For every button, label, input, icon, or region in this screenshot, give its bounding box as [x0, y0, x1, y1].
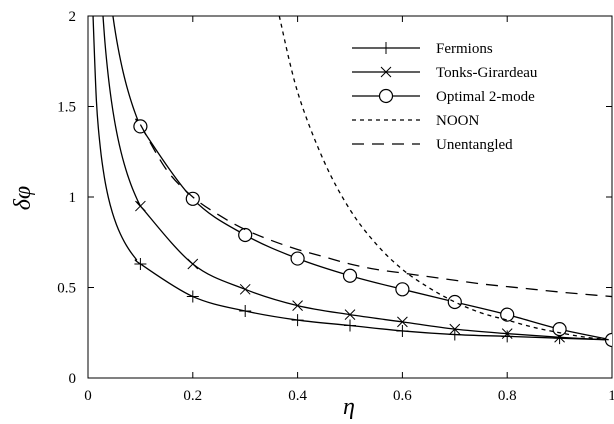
legend-marker [378, 88, 394, 104]
series-tonks-girardeau [102, 16, 612, 346]
data-point [239, 283, 251, 295]
legend-entry: NOON [352, 113, 479, 129]
data-point [395, 282, 410, 297]
legend-marker [380, 66, 392, 78]
x-axis-label: η [343, 394, 355, 420]
x-tick-label: 0 [84, 388, 92, 404]
legend: Fermions Tonks-Girardeau Optimal 2-mode NOO… [352, 41, 538, 153]
series-noon [278, 16, 612, 341]
data-point [185, 191, 200, 206]
data-point [239, 305, 252, 318]
series-line [102, 16, 612, 341]
series-unentangled [139, 124, 612, 298]
y-axis-label: δφ [10, 186, 36, 210]
data-point [447, 294, 462, 310]
legend-label: Optimal 2-mode [436, 89, 535, 105]
x-tick-label: 0.4 [288, 388, 307, 404]
series-optimal-2-mode [112, 16, 612, 348]
data-point [238, 227, 253, 243]
x-axis-ticks: 0 0.2 0.4 0.6 0.8 1 [84, 16, 614, 404]
data-point [501, 328, 513, 340]
data-point [187, 258, 199, 270]
data-point [501, 330, 514, 343]
data-point [344, 319, 356, 332]
data-point [134, 257, 147, 270]
series-layer [92, 16, 612, 348]
y-tick-label: 2 [69, 9, 77, 25]
data-point [397, 316, 408, 328]
legend-label: Unentangled [436, 137, 513, 153]
x-tick-label: 1 [608, 388, 614, 404]
data-point [290, 251, 305, 266]
data-point [500, 307, 515, 322]
x-tick-label: 0.2 [183, 388, 202, 404]
data-point [344, 309, 356, 321]
legend-entry: Tonks-Girardeau [352, 65, 538, 81]
data-point [448, 328, 461, 341]
legend-entry: Fermions [352, 41, 493, 57]
legend-entry: Optimal 2-mode [352, 88, 535, 105]
data-point [291, 314, 304, 327]
y-tick-label: 1.5 [57, 100, 76, 116]
data-point [552, 322, 567, 337]
plot-area [87, 15, 613, 379]
data-point [292, 300, 303, 311]
data-point [186, 290, 199, 303]
y-axis-ticks: 0 0.5 1 1.5 2 [57, 9, 612, 387]
legend-entry: Unentangled [352, 137, 513, 153]
data-point [133, 119, 148, 134]
data-point [135, 200, 146, 212]
y-tick-label: 0 [69, 371, 77, 387]
y-tick-label: 0.5 [57, 281, 76, 297]
series-line [278, 16, 612, 341]
legend-label: NOON [436, 113, 479, 129]
x-tick-label: 0.8 [498, 388, 517, 404]
data-point [396, 324, 409, 337]
data-point [449, 323, 461, 335]
series-line [112, 16, 612, 341]
series-fermions [92, 16, 612, 346]
series-line [92, 16, 612, 341]
y-tick-label: 1 [69, 190, 77, 206]
data-point [342, 268, 358, 283]
x-tick-label: 0.6 [393, 388, 412, 404]
series-line [139, 124, 612, 298]
legend-label: Tonks-Girardeau [436, 65, 538, 81]
legend-label: Fermions [436, 41, 493, 57]
legend-marker [380, 42, 392, 54]
